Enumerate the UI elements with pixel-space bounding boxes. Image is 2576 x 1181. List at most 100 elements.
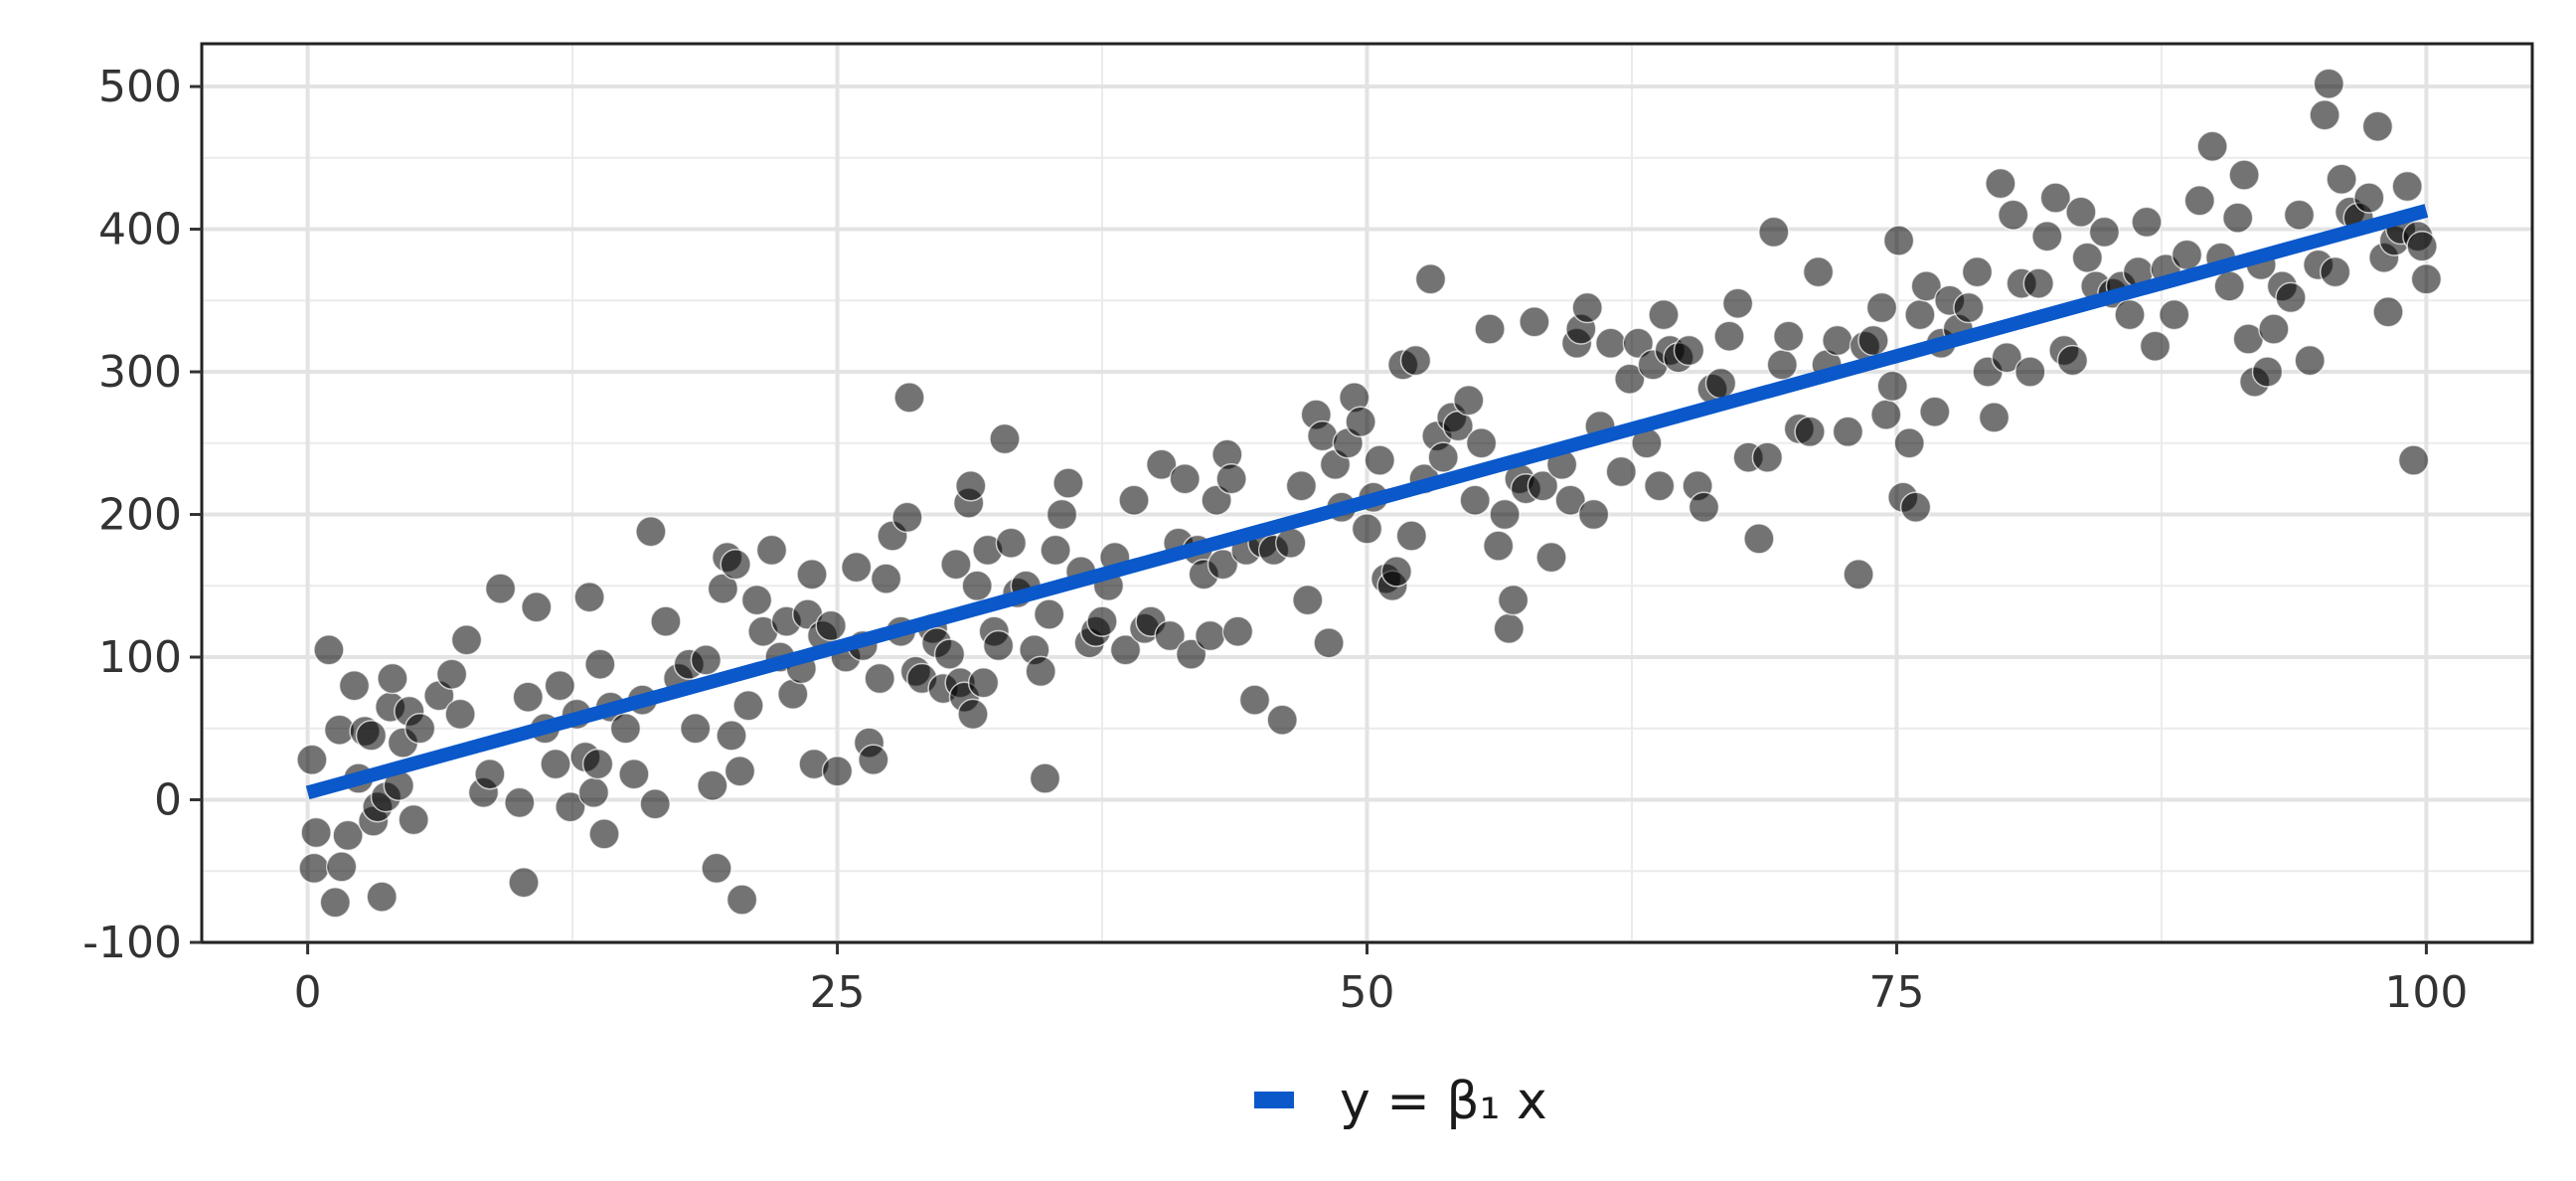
scatter-point [2361, 110, 2394, 142]
scatter-point [1380, 556, 1413, 588]
scatter-point [1238, 684, 1271, 716]
scatter-point [961, 570, 993, 602]
scatter-point [1033, 598, 1065, 630]
scatter-point [1961, 255, 1994, 288]
scatter-point [521, 591, 553, 623]
scatter-point [1766, 349, 1799, 381]
scatter-point [707, 573, 739, 604]
scatter-point [697, 769, 728, 801]
fit-line-layer [305, 204, 2429, 800]
scatter-point [740, 584, 773, 616]
scatter-point [1614, 363, 1646, 395]
scatter-point [581, 748, 614, 780]
scatter-point [444, 698, 476, 731]
scatter-point [2014, 356, 2046, 388]
scatter-point [1395, 520, 1428, 552]
scatter-point [1489, 498, 1521, 531]
scatter-point [2022, 267, 2055, 299]
scatter-point [982, 629, 1015, 662]
scatter-point [1554, 484, 1586, 516]
x-tick-label: 100 [2384, 967, 2468, 1018]
scatter-point [2372, 296, 2404, 328]
scatter-point [840, 551, 873, 584]
scatter-point [957, 698, 989, 731]
scatter-point [474, 758, 506, 790]
scatter-point [2213, 270, 2245, 302]
scatter-point [1843, 559, 1874, 590]
scatter-point [1571, 291, 1603, 324]
scatter-point [1772, 320, 1805, 352]
legend-label: y = β₁ x [1340, 1072, 1547, 1131]
y-tick-label: 300 [98, 347, 182, 398]
scatter-point [2228, 159, 2260, 191]
scatter-point [1688, 491, 1720, 524]
scatter-point [584, 648, 616, 680]
scatter-point [1399, 344, 1432, 377]
scatter-point [508, 866, 540, 899]
scatter-point [540, 748, 571, 780]
scatter-point [1713, 320, 1745, 352]
scatter-point [573, 581, 605, 613]
scatter-point [1029, 762, 1061, 794]
scatter-point [1285, 470, 1318, 502]
scatter-point [2131, 206, 2163, 239]
scatter-point [1493, 612, 1526, 645]
scatter-point [1482, 530, 1515, 562]
scatter-point [618, 758, 650, 790]
scatter-point [325, 851, 358, 883]
scatter-point [1474, 313, 1506, 345]
scatter-point [1978, 402, 2011, 433]
scatter-point [1292, 584, 1324, 616]
scatter-point [1313, 626, 1345, 659]
scatter-point [1221, 615, 1254, 647]
scatter-point [1414, 263, 1447, 295]
scatter-point [2326, 163, 2357, 196]
y-tick-label: 200 [98, 490, 182, 541]
scatter-point [1215, 462, 1247, 495]
scatter-point [2114, 298, 2146, 331]
scatter-point [1758, 216, 1790, 249]
scatter-point [732, 690, 764, 722]
scatter-point [716, 720, 747, 752]
scatter-point [1743, 523, 1775, 555]
scatter-point [1154, 619, 1186, 652]
scatter-point [2294, 344, 2326, 377]
scatter-point [504, 786, 536, 819]
scatter-point [2406, 231, 2438, 262]
scatter-point [858, 744, 889, 776]
scatter-point [1145, 448, 1178, 481]
scatter-point [355, 720, 388, 752]
x-tick-label: 0 [294, 967, 322, 1018]
scatter-point [967, 667, 1000, 699]
scatter-point [450, 624, 483, 656]
x-tick-label: 75 [1868, 967, 1924, 1018]
points-layer [296, 68, 2443, 919]
scatter-point [1577, 498, 1610, 531]
scatter-point [1453, 384, 1485, 417]
scatter-point [2031, 220, 2063, 253]
scatter-point [435, 658, 468, 690]
scatter-point [1648, 298, 1680, 331]
scatter-point [1364, 444, 1396, 476]
scatter-point [1870, 399, 1902, 430]
scatter-point [1997, 199, 2029, 231]
scatter-point [403, 713, 436, 745]
scatter-point [366, 881, 398, 913]
scatter-point [1622, 327, 1655, 360]
scatter-point [1351, 513, 1383, 545]
scatter-point [484, 573, 517, 604]
scatter-point [2056, 344, 2089, 377]
scatter-point [2158, 298, 2190, 331]
scatter-point [1904, 298, 1936, 331]
scatter-point [1046, 498, 1078, 531]
scatter-point [588, 818, 620, 850]
scatter-point [2039, 182, 2072, 214]
scatter-point [2088, 216, 2121, 249]
scatter-point [1175, 638, 1208, 670]
scatter-point [319, 887, 352, 919]
scatter-point [864, 662, 895, 695]
scatter-point [1673, 334, 1705, 367]
scatter-point [725, 884, 758, 916]
scatter-point [577, 776, 610, 809]
